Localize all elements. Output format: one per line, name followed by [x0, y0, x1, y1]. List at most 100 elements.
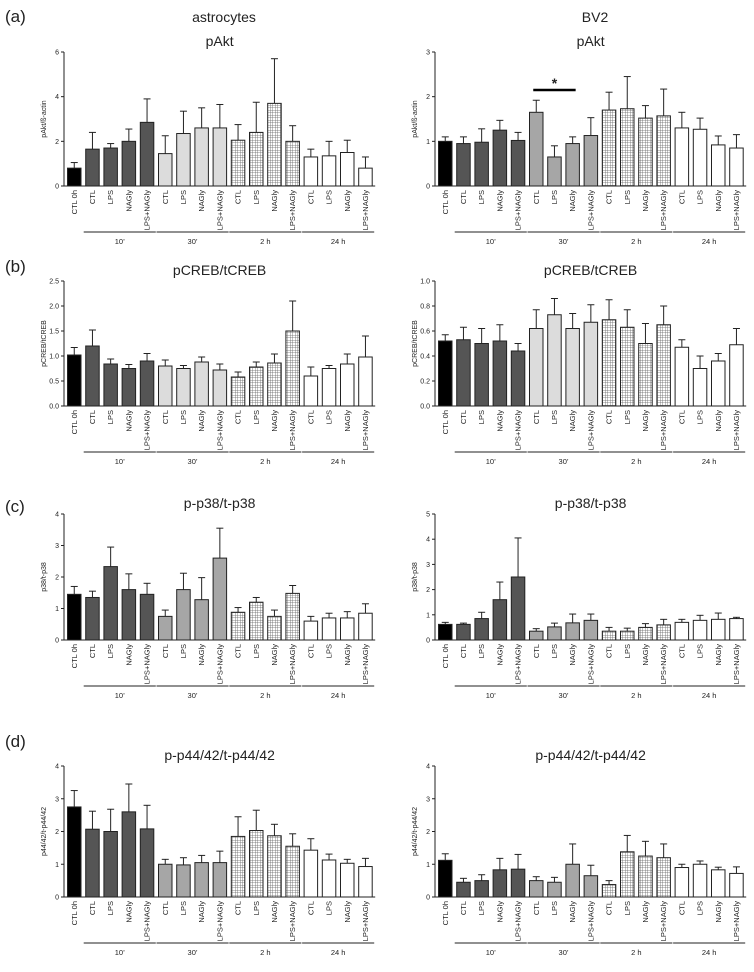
- x-tick-label: CTL: [532, 644, 541, 658]
- x-tick-label: CTL 0h: [70, 644, 79, 668]
- x-tick-label: LPS: [179, 410, 188, 424]
- bar-nagly-15: [340, 617, 355, 641]
- x-tick-label: NAGly: [641, 410, 650, 432]
- x-tick-label: LPS+NAGly: [361, 901, 370, 941]
- bar-nagly-7: [565, 328, 580, 407]
- bar-ctl-1: [456, 143, 471, 187]
- y-tick-label: 3: [426, 562, 430, 569]
- y-tick-label: 2: [55, 139, 59, 146]
- bar-ctl-13: [674, 867, 690, 898]
- bar-lps-nagly-16: [358, 612, 373, 641]
- x-tick-label: CTL 0h: [70, 901, 79, 925]
- bar-lps-10: [249, 830, 264, 898]
- bar-ctl-9: [230, 139, 246, 187]
- y-tick-label: 4: [426, 537, 430, 544]
- x-tick-label: CTL: [161, 190, 170, 204]
- bar-lps-2: [474, 618, 489, 641]
- bar-lps-6: [547, 626, 562, 641]
- x-tick-label: CTL 0h: [441, 901, 450, 925]
- x-tick-label: LPS+NAGly: [215, 644, 224, 684]
- group-label: 2 h: [260, 691, 270, 700]
- bar-ctl-9: [601, 884, 617, 898]
- group-label: 24 h: [331, 948, 346, 957]
- significance-star: *: [552, 75, 558, 91]
- x-tick-label: NAGly: [495, 190, 504, 212]
- bar-ctl-5: [158, 365, 173, 407]
- x-tick-label: NAGly: [270, 190, 279, 212]
- x-tick-label: CTL 0h: [441, 190, 450, 214]
- bar-lps-nagly-16: [729, 618, 744, 641]
- y-tick-label: 1.0: [49, 354, 59, 361]
- bar-lps-nagly-4: [139, 360, 155, 407]
- group-label: 24 h: [331, 691, 346, 700]
- bar-nagly-15: [711, 360, 726, 407]
- x-tick-label: LPS+NAGly: [288, 901, 297, 941]
- y-axis-label: p38/t-p38: [412, 562, 419, 592]
- bar-lps-nagly-12: [285, 592, 300, 641]
- bar-lps-10: [249, 131, 264, 187]
- bar-nagly-15: [340, 152, 355, 187]
- x-tick-label: LPS+NAGly: [732, 410, 741, 450]
- x-tick-label: CTL 0h: [70, 190, 79, 214]
- bar-lps-nagly-16: [358, 356, 373, 407]
- bar-nagly-3: [121, 811, 137, 898]
- x-tick-label: CTL 0h: [441, 644, 450, 668]
- bar-lps-nagly-12: [656, 857, 671, 898]
- x-tick-label: LPS: [550, 410, 559, 424]
- y-tick-label: 0.0: [49, 404, 59, 411]
- bar-nagly-3: [121, 589, 137, 641]
- x-tick-label: LPS: [106, 644, 115, 658]
- y-tick-label: 0.2: [420, 379, 430, 386]
- bar-lps-14: [692, 619, 708, 641]
- bar-ctl-9: [601, 109, 617, 187]
- x-tick-label: LPS+NAGly: [288, 644, 297, 684]
- x-tick-label: NAGly: [568, 410, 577, 432]
- bar-nagly-15: [340, 862, 355, 898]
- group-label: 2 h: [260, 457, 270, 466]
- y-tick-label: 0.8: [420, 304, 430, 311]
- panel-label-c: (c): [5, 497, 25, 516]
- y-tick-label: 3: [55, 796, 59, 803]
- group-label: 10’: [486, 691, 496, 700]
- bar-lps-10: [620, 851, 635, 898]
- bar-ctl-1: [456, 339, 471, 407]
- group-label: 30’: [559, 948, 569, 957]
- bar-lps-nagly-4: [510, 868, 526, 898]
- bar-lps-2: [474, 880, 489, 898]
- x-tick-label: NAGly: [568, 644, 577, 666]
- chart-title: pCREB/tCREB: [544, 262, 637, 278]
- x-tick-label: LPS: [325, 644, 334, 658]
- x-tick-label: NAGly: [641, 190, 650, 212]
- bar-lps-nagly-12: [285, 140, 300, 187]
- bar-ctl-13: [303, 849, 319, 898]
- group-label: 10’: [115, 237, 125, 246]
- bar-nagly-11: [267, 615, 282, 641]
- bar-lps-14: [321, 859, 337, 898]
- x-tick-label: LPS+NAGly: [143, 901, 152, 941]
- x-tick-label: LPS: [179, 644, 188, 658]
- bar-lps-nagly-16: [358, 866, 373, 898]
- chart-title: p-p38/t-p38: [184, 495, 256, 511]
- bar-nagly-7: [194, 361, 209, 407]
- x-tick-label: LPS: [106, 901, 115, 915]
- x-tick-label: LPS+NAGly: [215, 190, 224, 230]
- y-tick-label: 1: [426, 139, 430, 146]
- bar-lps-6: [547, 156, 562, 187]
- bar-ctl-9: [230, 835, 246, 898]
- x-tick-label: LPS+NAGly: [659, 901, 668, 941]
- bar-lps-14: [321, 368, 337, 407]
- y-axis-label: pCREB/tCREB: [41, 320, 48, 367]
- x-tick-label: CTL: [161, 901, 170, 915]
- x-tick-label: LPS+NAGly: [659, 410, 668, 450]
- y-tick-label: 0: [426, 895, 430, 902]
- y-tick-label: 2: [426, 94, 430, 101]
- bar-lps-nagly-4: [510, 139, 526, 187]
- bar-nagly-11: [638, 855, 653, 898]
- x-tick-label: CTL: [161, 410, 170, 424]
- bar-lps-nagly-4: [139, 593, 155, 641]
- group-label: 10’: [486, 237, 496, 246]
- group-label: 30’: [559, 691, 569, 700]
- x-tick-label: NAGly: [714, 410, 723, 432]
- bar-lps-nagly-4: [510, 576, 526, 641]
- x-tick-label: CTL: [306, 190, 315, 204]
